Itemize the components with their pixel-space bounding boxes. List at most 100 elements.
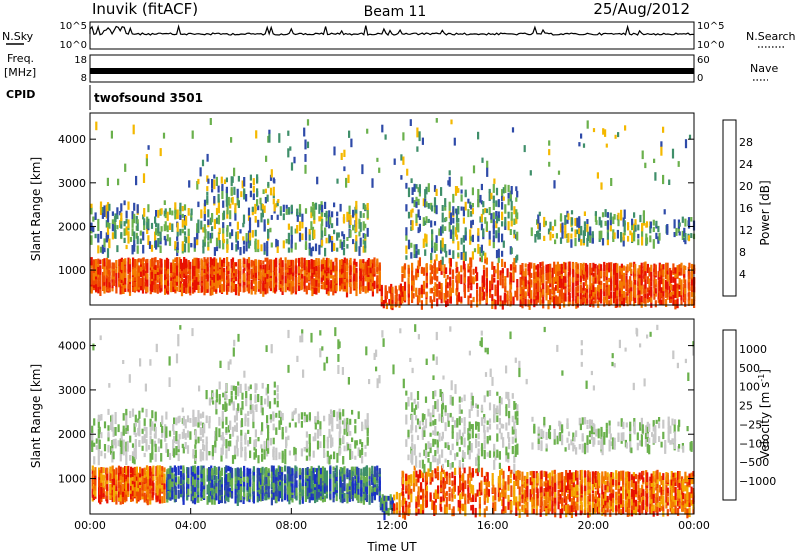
- power-cell-426: [183, 257, 186, 265]
- power-cell-3117: [501, 189, 504, 196]
- power-cell-3396: [252, 193, 255, 200]
- power-cell-484: [197, 273, 200, 280]
- power-cell-708: [247, 274, 251, 282]
- power-cell-2556: [181, 219, 184, 228]
- power-cell-3430: [159, 148, 162, 157]
- power-cell-86: [108, 277, 111, 283]
- power-cell-2915: [417, 227, 420, 234]
- power-cell-2611: [213, 219, 216, 229]
- power-cell-2612: [215, 246, 219, 252]
- power-cell-3194: [567, 213, 570, 220]
- power-cell-1441: [436, 283, 439, 293]
- velocity-cell-444: [187, 482, 190, 489]
- power-cell-1086: [332, 275, 335, 283]
- power-cell-3350: [206, 195, 209, 204]
- velocity-cell-494: [197, 479, 200, 489]
- power-cell-2316: [676, 290, 679, 299]
- power-cell-2451: [125, 244, 128, 250]
- power-cell-1832: [564, 294, 567, 302]
- power-cell-543: [209, 257, 212, 264]
- power-cell-2297: [672, 299, 675, 306]
- power-cell-295: [154, 271, 157, 281]
- power-cell-71: [105, 265, 109, 276]
- power-cell-3069: [482, 228, 485, 237]
- power-cell-3198: [570, 227, 574, 232]
- power-cell-2436: [116, 225, 119, 230]
- velocity-cell-1135: [339, 471, 342, 477]
- power-cell-1380: [412, 285, 415, 292]
- power-cell-1666: [524, 279, 527, 287]
- velocity-cell-1071: [325, 492, 328, 499]
- power-cell-954: [301, 265, 304, 271]
- velocity-cell-490: [197, 493, 200, 498]
- velocity-cell-1022: [314, 467, 317, 473]
- velocity-cell-350: [167, 490, 170, 500]
- power-cell-3071: [482, 201, 485, 208]
- power-cell-635: [230, 259, 233, 269]
- power-cell-1882: [575, 265, 578, 274]
- velocity-cell-1273: [371, 465, 374, 474]
- power-cell-2099: [625, 275, 628, 283]
- power-cell-1720: [536, 268, 539, 278]
- power-cell-2773: [313, 218, 316, 224]
- power-cell-2969: [441, 256, 444, 265]
- power-cell-3450: [287, 130, 290, 136]
- power-cell-3374: [225, 177, 228, 183]
- power-cell-2420: [106, 208, 110, 216]
- velocity-cell-1212: [357, 480, 360, 490]
- velocity-cell-756: [258, 487, 261, 495]
- power-cell-2922: [418, 192, 421, 197]
- power-cell-3448: [278, 133, 281, 143]
- power-cell-2310: [674, 284, 677, 292]
- power-cell-2897: [410, 209, 413, 218]
- power-cell-3205: [574, 218, 577, 226]
- power-cell-260: [146, 258, 149, 264]
- power-cell-2371: [690, 284, 694, 291]
- velocity-cell-1385: [408, 478, 411, 483]
- power-cell-140: [120, 257, 123, 262]
- power-cell-1035: [320, 267, 323, 276]
- power-cell-159: [124, 258, 127, 265]
- power-cell-3119: [502, 196, 505, 201]
- power-cell-2597: [204, 229, 207, 239]
- power-cell-3502: [511, 127, 515, 133]
- nsky-label: N.Sky: [2, 30, 34, 43]
- power-cell-1710: [535, 271, 538, 280]
- power-cell-2292: [670, 291, 673, 297]
- power-cell-1345: [401, 294, 404, 304]
- power-cell-1140: [343, 279, 346, 286]
- power-cell-2806: [329, 216, 332, 225]
- power-cell-2565: [183, 204, 187, 211]
- velocity-cell-1138: [341, 490, 344, 498]
- power-cell-3097: [495, 221, 498, 229]
- power-cell-3108: [497, 211, 500, 218]
- velocity-cell-764: [259, 495, 263, 502]
- power-cell-3052: [477, 228, 480, 236]
- power-cell-3: [90, 275, 93, 285]
- power-cell-3272: [623, 220, 626, 226]
- power-cell-1489: [456, 279, 459, 289]
- power-cell-1460: [445, 281, 448, 292]
- velocity-cell-844: [275, 484, 278, 492]
- power-cell-3516: [600, 182, 603, 190]
- power-cell-817: [272, 268, 275, 277]
- power-cell-1477: [451, 283, 455, 293]
- power-cell-1777: [551, 286, 554, 294]
- velocity-cell-1154: [343, 466, 346, 475]
- velocity-cell-1399: [415, 478, 418, 487]
- power-cell-2629: [222, 200, 225, 208]
- power-cell-2755: [304, 232, 308, 241]
- velocity-cell-636: [229, 477, 232, 486]
- velocity-cell-920: [291, 483, 294, 493]
- power-cell-2494: [148, 241, 152, 249]
- velocity-cell-776: [261, 490, 264, 499]
- velocity-cell-875: [281, 470, 284, 476]
- power-cell-130: [119, 264, 122, 272]
- velocity-cell-1027: [316, 481, 319, 491]
- velocity-cell-1217: [357, 468, 360, 476]
- power-cell-3113: [501, 221, 504, 227]
- power-cell-3224: [586, 224, 589, 233]
- velocity-cell-36: [99, 494, 102, 505]
- power-cell-2647: [234, 211, 237, 221]
- power-ytick-label-1: 2000: [58, 220, 86, 233]
